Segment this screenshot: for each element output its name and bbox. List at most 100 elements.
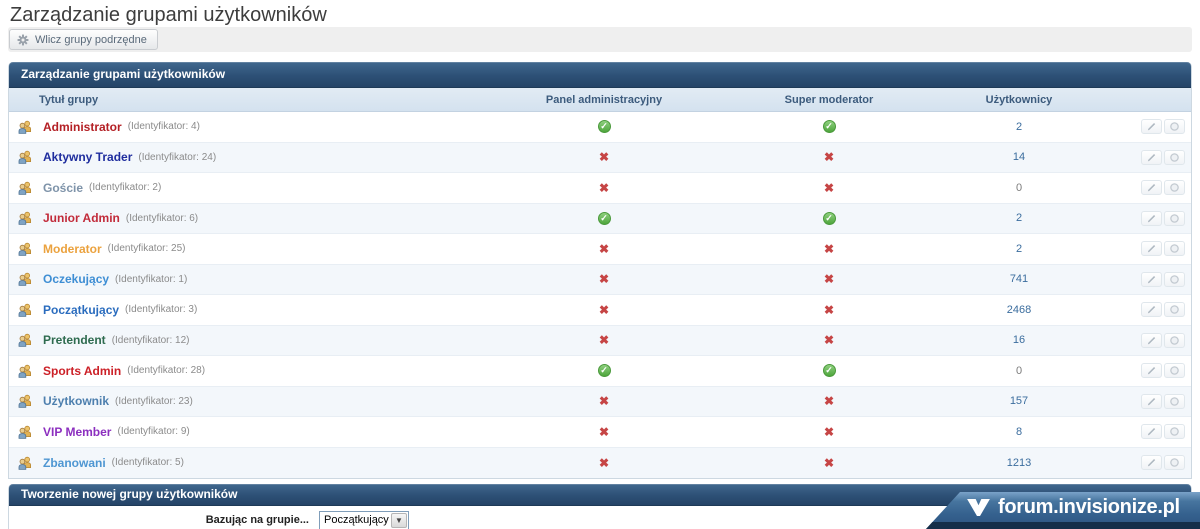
cross-icon: ✖ [823,424,835,439]
check-icon: ✓ [822,364,836,378]
pencil-icon [1146,304,1157,315]
group-users-count[interactable]: 2 [1015,120,1023,133]
group-name-link[interactable]: Oczekujący [43,272,110,287]
edit-group-button[interactable] [1141,332,1162,348]
group-name-link[interactable]: Sports Admin [43,363,122,378]
group-users-count[interactable]: 741 [1009,273,1029,286]
circle-icon [1169,365,1180,376]
delete-group-button[interactable] [1164,424,1185,440]
group-name-link[interactable]: Aktywny Trader [43,150,133,165]
cross-icon: ✖ [823,455,835,470]
column-title: Tytuł grupy [39,93,99,106]
cross-icon: ✖ [598,241,610,256]
circle-icon [1169,243,1180,254]
table-row: Administrator (Identyfikator: 4) ✓ ✓ 2 [9,112,1191,143]
table-row: Zbanowani (Identyfikator: 5) ✖ ✖ 1213 [9,447,1191,478]
edit-group-button[interactable] [1141,241,1162,257]
group-identifier: (Identyfikator: 1) [115,273,188,285]
group-icon [17,241,33,257]
delete-group-button[interactable] [1164,149,1185,165]
delete-group-button[interactable] [1164,363,1185,379]
check-icon: ✓ [822,120,836,134]
delete-group-button[interactable] [1164,241,1185,257]
edit-group-button[interactable] [1141,393,1162,409]
circle-icon [1169,274,1180,285]
delete-group-button[interactable] [1164,455,1185,471]
toolbar: Wlicz grupy podrzędne [8,27,1192,52]
group-icon [17,424,33,440]
group-name-link[interactable]: Pretendent [43,333,106,348]
table-row: Sports Admin (Identyfikator: 28) ✓ ✓ 0 [9,356,1191,387]
group-users-count[interactable]: 2468 [1006,303,1032,316]
group-identifier: (Identyfikator: 4) [127,121,200,133]
group-identifier: (Identyfikator: 3) [125,304,198,316]
dropdown-arrow-icon: ▼ [391,512,407,528]
edit-group-button[interactable] [1141,119,1162,135]
column-users: Użytkownicy [985,93,1053,106]
cross-icon: ✖ [598,424,610,439]
groups-panel-header: Zarządzanie grupami użytkowników [9,62,1191,88]
table-row: Moderator (Identyfikator: 25) ✖ ✖ 2 [9,234,1191,265]
group-icon [17,119,33,135]
delete-group-button[interactable] [1164,393,1185,409]
base-group-label: Bazując na grupie... [205,514,309,526]
group-icon [17,393,33,409]
group-users-count[interactable]: 157 [1009,395,1029,408]
base-group-selected-value: Początkujący [324,514,389,526]
group-identifier: (Identyfikator: 6) [125,212,199,224]
group-users-count[interactable]: 14 [1012,151,1026,164]
group-users-count[interactable]: 1213 [1006,456,1032,469]
page-title: Zarządzanie grupami użytkowników [10,4,327,26]
base-group-select[interactable]: Początkujący ▼ [319,510,409,529]
cross-icon: ✖ [598,180,610,195]
check-icon: ✓ [597,364,611,378]
include-subgroups-button[interactable]: Wlicz grupy podrzędne [9,29,158,50]
group-users-count: 0 [1015,364,1023,377]
group-icon [17,210,33,226]
pencil-icon [1146,335,1157,346]
edit-group-button[interactable] [1141,455,1162,471]
cross-icon: ✖ [598,302,610,317]
delete-group-button[interactable] [1164,180,1185,196]
group-name-link[interactable]: Moderator [43,241,102,256]
circle-icon [1169,304,1180,315]
edit-group-button[interactable] [1141,210,1162,226]
group-name-link[interactable]: Goście [43,180,84,195]
group-identifier: (Identyfikator: 24) [138,151,217,163]
group-users-count[interactable]: 2 [1015,242,1023,255]
watermark-banner: forum.invisionize.pl [926,492,1200,529]
group-name-link[interactable]: Początkujący [43,302,120,317]
table-row: Początkujący (Identyfikator: 3) ✖ ✖ 2468 [9,295,1191,326]
group-name-link[interactable]: VIP Member [43,424,112,439]
group-users-count[interactable]: 16 [1012,334,1026,347]
cross-icon: ✖ [598,272,610,287]
edit-group-button[interactable] [1141,363,1162,379]
delete-group-button[interactable] [1164,332,1185,348]
group-name-link[interactable]: Zbanowani [43,455,106,470]
group-name-link[interactable]: Administrator [43,119,122,134]
circle-icon [1169,182,1180,193]
group-users-count[interactable]: 2 [1015,212,1023,225]
delete-group-button[interactable] [1164,271,1185,287]
group-identifier: (Identyfikator: 23) [115,395,193,407]
group-name-link[interactable]: Junior Admin [43,211,120,226]
cross-icon: ✖ [598,455,610,470]
delete-group-button[interactable] [1164,119,1185,135]
group-rows: Administrator (Identyfikator: 4) ✓ ✓ 2 [9,112,1191,478]
delete-group-button[interactable] [1164,302,1185,318]
edit-group-button[interactable] [1141,180,1162,196]
edit-group-button[interactable] [1141,149,1162,165]
pencil-icon [1146,396,1157,407]
groups-panel: Zarządzanie grupami użytkowników Tytuł g… [8,62,1192,479]
group-icon [17,271,33,287]
cross-icon: ✖ [823,302,835,317]
group-identifier: (Identyfikator: 25) [107,243,186,255]
delete-group-button[interactable] [1164,210,1185,226]
edit-group-button[interactable] [1141,271,1162,287]
group-users-count[interactable]: 8 [1015,425,1023,438]
group-name-link[interactable]: Użytkownik [43,394,110,409]
cross-icon: ✖ [598,333,610,348]
circle-icon [1169,121,1180,132]
edit-group-button[interactable] [1141,302,1162,318]
edit-group-button[interactable] [1141,424,1162,440]
